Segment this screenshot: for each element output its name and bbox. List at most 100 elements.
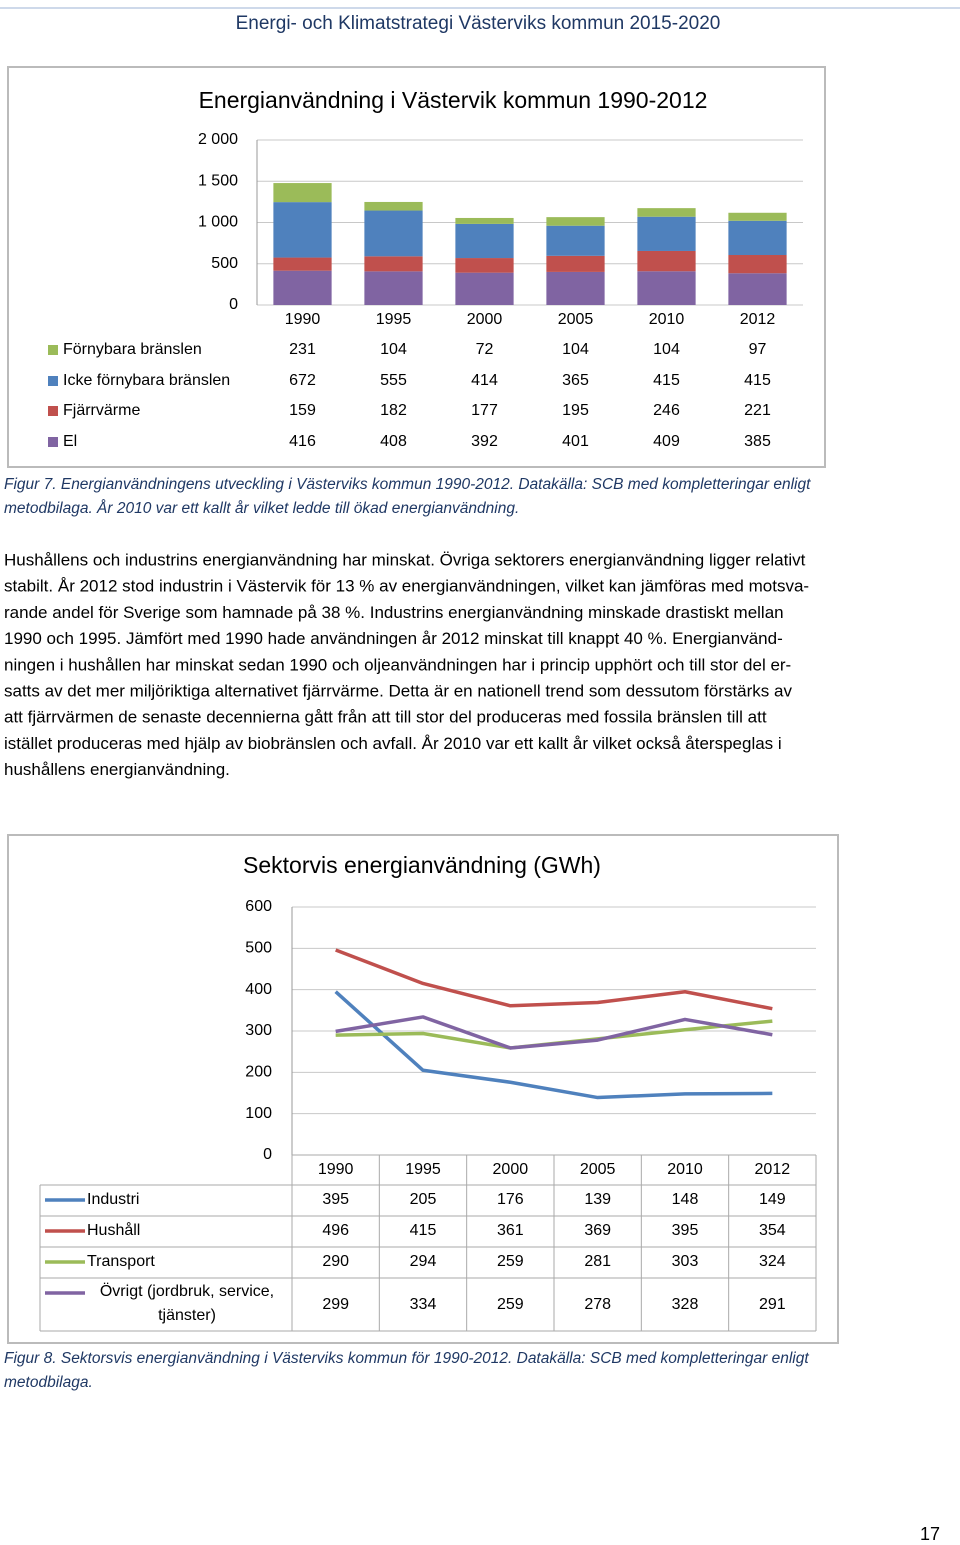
table-value: 294 [410,1253,437,1270]
table-value: 415 [653,372,680,389]
table-value: 392 [471,433,498,450]
y-tick-label: 1 000 [198,214,238,231]
body-line: Hushållens och industrins energianvändni… [4,550,806,569]
bar-segment [637,208,696,217]
body-line: att fjärrvärmen de senaste decennierna g… [4,708,767,727]
table-value: 290 [322,1253,349,1270]
legend-label: Hushåll [87,1222,141,1239]
bar-segment [637,271,696,305]
x-tick-label: 1995 [405,1161,441,1178]
table-value: 278 [584,1296,611,1313]
y-tick-label: 0 [229,296,238,313]
table-value: 281 [584,1253,611,1270]
table-value: 414 [471,372,498,389]
legend-key [48,406,58,416]
figure-caption: metodbilaga. [4,1374,93,1391]
bar-segment [728,273,787,305]
legend-label: Övrigt (jordbruk, service, tjänster) [99,1283,275,1324]
table-value: 246 [653,402,680,419]
table-value: 182 [380,402,407,419]
table-value: 415 [410,1222,437,1239]
chart-frame [7,834,839,1344]
table-value: 177 [471,402,498,419]
table-value: 139 [584,1191,611,1208]
x-tick-label: 2012 [755,1161,791,1178]
line-series [335,948,773,1011]
y-tick-label: 2 000 [198,131,238,148]
bar-segment [455,223,514,259]
legend-box: Övrigt (jordbruk, service, tjänster) [99,1283,275,1324]
bar-segment [637,250,696,272]
x-tick-label: 1990 [285,311,321,328]
y-tick-label: 500 [211,255,238,272]
x-tick-label: 2005 [580,1161,616,1178]
bar-segment [364,271,423,305]
legend-box: Transport [87,1253,155,1270]
body-line: satts av det mer miljöriktiga alternativ… [4,681,792,700]
bar-segment [728,212,787,221]
x-tick-label: 2010 [649,311,685,328]
table-value: 409 [653,433,680,450]
table-value: 395 [322,1191,349,1208]
table-value: 259 [497,1296,524,1313]
y-tick-label: 100 [245,1105,272,1122]
table-value: 354 [759,1222,786,1239]
bar-segment [637,216,696,251]
table-value: 221 [744,402,771,419]
y-tick-label: 300 [245,1022,272,1039]
table-value: 416 [289,433,316,450]
y-tick-label: 200 [245,1064,272,1081]
table-value: 324 [759,1253,786,1270]
table-value: 104 [653,341,680,358]
legend-box: Hushåll [87,1222,141,1239]
table-value: 496 [322,1222,349,1239]
table-value: 369 [584,1222,611,1239]
figure-caption: Figur 8. Sektorsvis energianvändning i V… [4,1350,809,1367]
bar-segment [455,272,514,305]
bar-segment [273,183,332,203]
legend-key [48,345,58,355]
table-value: 205 [410,1191,437,1208]
table-value: 176 [497,1191,524,1208]
x-tick-label: 1990 [318,1161,354,1178]
bar-segment [364,256,423,272]
table-value: 385 [744,433,771,450]
x-tick-label: 2005 [558,311,594,328]
bar-segment [455,258,514,273]
bar-segment [546,271,605,305]
bar-segment [273,257,332,271]
y-tick-label: 500 [245,940,272,957]
legend-box: Industri [87,1191,140,1208]
bar-segment [273,270,332,305]
table-value: 259 [497,1253,524,1270]
bar-segment [364,210,423,257]
table-value: 672 [289,372,316,389]
body-line: hushållens energianvändning. [4,760,230,779]
body-line: rande andel för Sverige som hamnade på 3… [4,603,784,622]
legend-label: Industri [87,1191,140,1208]
x-tick-label: 2012 [740,311,776,328]
bar-segment [546,255,605,272]
y-tick-label: 400 [245,981,272,998]
table-value: 104 [562,341,589,358]
table-value: 299 [322,1296,349,1313]
legend-label: El [63,433,77,450]
body-line: ningen i hushållen har minskat sedan 199… [4,655,791,674]
bar-segment [728,220,787,256]
legend-key [48,376,58,386]
x-tick-label: 2010 [667,1161,703,1178]
page-header: Energi- och Klimatstrategi Västerviks ko… [236,13,721,34]
legend-key [48,437,58,447]
table-value: 365 [562,372,589,389]
table-value: 555 [380,372,407,389]
body-line: stabilt. År 2012 stod industrin i Väster… [4,577,809,596]
figure-caption: Figur 7. Energianvändningens utveckling … [4,476,811,493]
table-value: 72 [476,341,494,358]
table-value: 303 [672,1253,699,1270]
legend-label: Förnybara bränslen [63,341,202,358]
table-value: 104 [380,341,407,358]
table-value: 148 [672,1191,699,1208]
page-number: 17 [920,1524,940,1544]
legend-label: Icke förnybara bränslen [63,372,230,389]
